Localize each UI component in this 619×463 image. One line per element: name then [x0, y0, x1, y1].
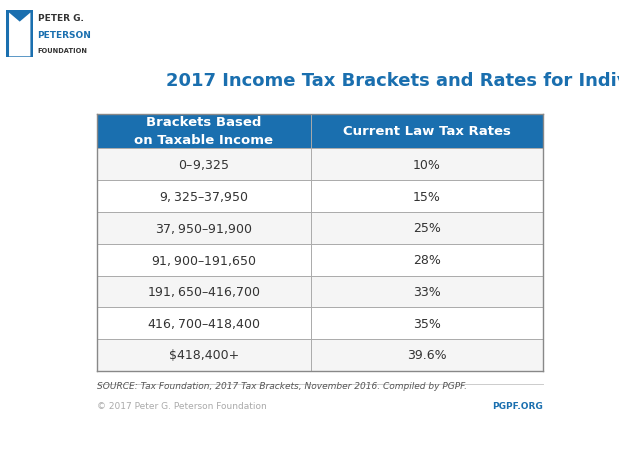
FancyBboxPatch shape [97, 339, 543, 371]
FancyBboxPatch shape [97, 276, 543, 307]
FancyBboxPatch shape [97, 244, 543, 276]
Text: 10%: 10% [413, 158, 441, 171]
Text: 35%: 35% [413, 317, 441, 330]
Text: FOUNDATION: FOUNDATION [38, 48, 87, 54]
FancyBboxPatch shape [97, 149, 543, 181]
Text: $416,700 – $418,400: $416,700 – $418,400 [147, 317, 260, 331]
Text: Current Law Tax Rates: Current Law Tax Rates [343, 125, 511, 138]
Text: $37,950 – $91,900: $37,950 – $91,900 [155, 221, 253, 235]
Text: 2017 Income Tax Brackets and Rates for Individuals: 2017 Income Tax Brackets and Rates for I… [166, 72, 619, 89]
Text: 33%: 33% [413, 285, 441, 298]
FancyBboxPatch shape [97, 114, 311, 149]
Text: SOURCE: Tax Foundation, 2017 Tax Brackets, November 2016. Compiled by PGPF.: SOURCE: Tax Foundation, 2017 Tax Bracket… [97, 381, 467, 390]
Text: $191,650 – $416,700: $191,650 – $416,700 [147, 285, 260, 299]
Text: 15%: 15% [413, 190, 441, 203]
FancyBboxPatch shape [97, 213, 543, 244]
Text: PGPF.ORG: PGPF.ORG [492, 401, 543, 410]
Text: Brackets Based
on Taxable Income: Brackets Based on Taxable Income [134, 116, 273, 147]
Text: $91,900 – $191,650: $91,900 – $191,650 [151, 253, 256, 267]
FancyBboxPatch shape [311, 114, 543, 149]
Polygon shape [9, 13, 30, 57]
FancyBboxPatch shape [6, 12, 33, 58]
FancyBboxPatch shape [97, 181, 543, 213]
Text: PETER G.: PETER G. [38, 13, 84, 23]
Text: PETERSON: PETERSON [38, 31, 92, 39]
Text: © 2017 Peter G. Peterson Foundation: © 2017 Peter G. Peterson Foundation [97, 401, 266, 410]
Text: 28%: 28% [413, 254, 441, 267]
Text: $0 – $9,325: $0 – $9,325 [178, 158, 229, 172]
Text: $9,325 – $37,950: $9,325 – $37,950 [159, 190, 248, 204]
Text: 25%: 25% [413, 222, 441, 235]
FancyBboxPatch shape [97, 307, 543, 339]
Text: 39.6%: 39.6% [407, 349, 446, 362]
Text: $418,400+: $418,400+ [168, 349, 239, 362]
